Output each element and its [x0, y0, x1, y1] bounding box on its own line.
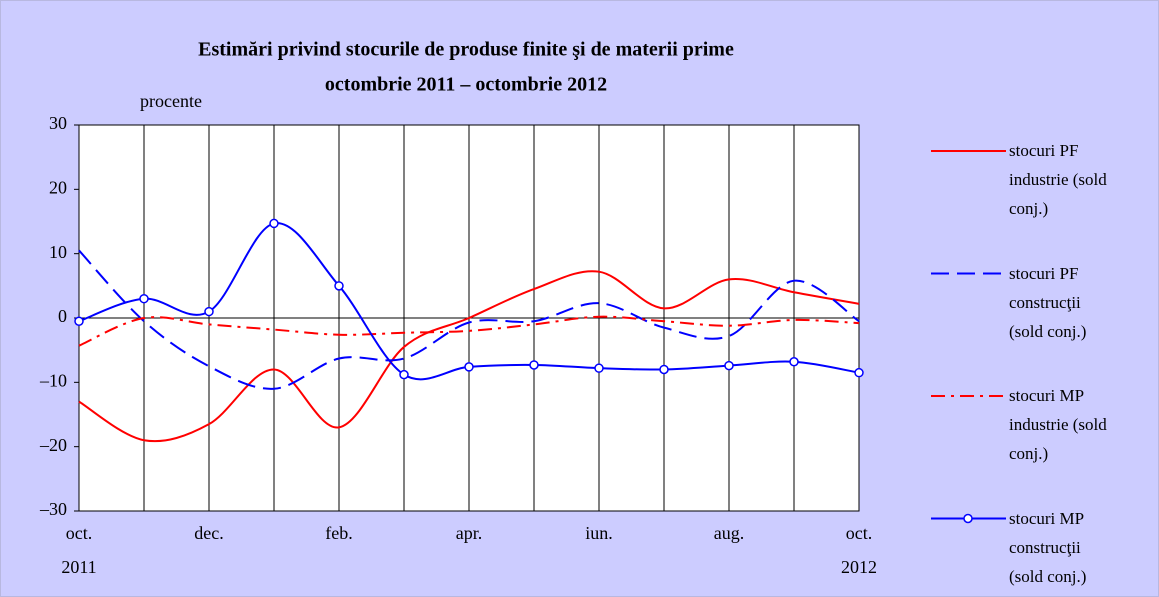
series-marker: [204, 306, 214, 317]
series-marker: [594, 363, 604, 373]
y-tick-label: 20: [49, 177, 67, 197]
legend-label: stocuri PF industrie (sold conj.): [1009, 141, 1107, 218]
series-marker: [139, 293, 149, 304]
series-marker: [659, 364, 669, 375]
y-axis-label: procente: [140, 91, 202, 111]
x-tick-label: iun.: [585, 523, 613, 543]
y-tick-label: –10: [39, 370, 67, 390]
legend-label: stocuri PF construcţii (sold conj.): [1009, 263, 1087, 341]
series-marker: [529, 360, 539, 370]
series-marker: [854, 367, 864, 378]
y-tick-label: 0: [58, 306, 67, 326]
series-line: [78, 249, 860, 390]
legend-label: stocuri MP industrie (sold conj.): [1009, 386, 1107, 463]
x-tick-label: aug.: [713, 523, 745, 543]
legend-marker: [963, 513, 973, 524]
series-marker: [724, 360, 734, 371]
chart-title: Estimări privind stocurile de produse fi…: [198, 39, 734, 61]
chart-subtitle: octombrie 2011 – octombrie 2012: [325, 74, 607, 96]
x-tick-label: apr.: [455, 523, 483, 543]
series-line: [78, 270, 860, 443]
series-marker: [334, 281, 344, 291]
x-tick-label: oct. 2011: [61, 523, 97, 577]
series-marker: [464, 362, 474, 372]
x-tick-label: oct. 2012: [841, 523, 877, 577]
series-marker: [269, 218, 279, 229]
series-marker: [399, 369, 409, 380]
y-tick-label: 10: [49, 242, 67, 262]
x-tick-label: feb.: [325, 523, 353, 543]
series-marker: [789, 356, 799, 367]
legend-label: stocuri MP construcţii (sold conj.): [1009, 508, 1087, 586]
y-tick-label: 30: [49, 113, 67, 133]
y-tick-label: –30: [39, 499, 67, 519]
series-line: [78, 315, 860, 347]
y-tick-label: –20: [39, 435, 67, 455]
x-tick-label: dec.: [194, 523, 224, 543]
series-marker: [74, 316, 84, 326]
